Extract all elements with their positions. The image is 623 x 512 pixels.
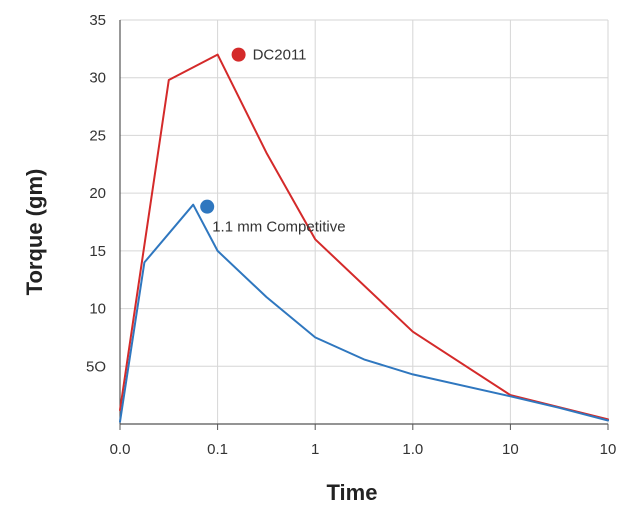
- annotation-label-competitive: 1.1 mm Competitive: [212, 219, 345, 236]
- label-layer: 5O 10 15 20 25 30 35 0.0 0.1 1 1.0 10 10 Time Torque (…: [22, 12, 616, 505]
- series-line-dc2011: [119, 53, 609, 421]
- x-tick-label: 1: [311, 441, 319, 458]
- series-layer: [119, 53, 609, 423]
- y-tick-label: 15: [89, 243, 106, 260]
- y-tick-label: 5O: [86, 358, 106, 375]
- x-tick-label: 10: [600, 441, 617, 458]
- annotation-marker-competitive: [200, 199, 215, 214]
- y-tick-label: 20: [89, 185, 106, 202]
- series-line-competitive: [119, 203, 609, 423]
- annotation-marker-dc2011: [231, 47, 246, 62]
- x-tick-label: 1.0: [402, 441, 423, 458]
- x-tick-label: 0.1: [207, 441, 228, 458]
- x-tick-label: 0.0: [110, 441, 131, 458]
- y-tick-label: 30: [89, 70, 106, 87]
- y-tick-label: 10: [89, 301, 106, 318]
- annotation-label-dc2011: DC2011: [253, 47, 307, 64]
- annotation-layer: DC2011 1.1 mm Competitive: [200, 47, 346, 236]
- x-axis-title: Time: [327, 480, 378, 505]
- y-axis-title: Torque (gm): [22, 169, 47, 296]
- grid-layer: [120, 19, 609, 424]
- x-tick-label: 10: [502, 441, 519, 458]
- axis-layer: [119, 20, 609, 430]
- y-tick-label: 35: [89, 12, 106, 29]
- y-tick-label: 25: [89, 127, 106, 144]
